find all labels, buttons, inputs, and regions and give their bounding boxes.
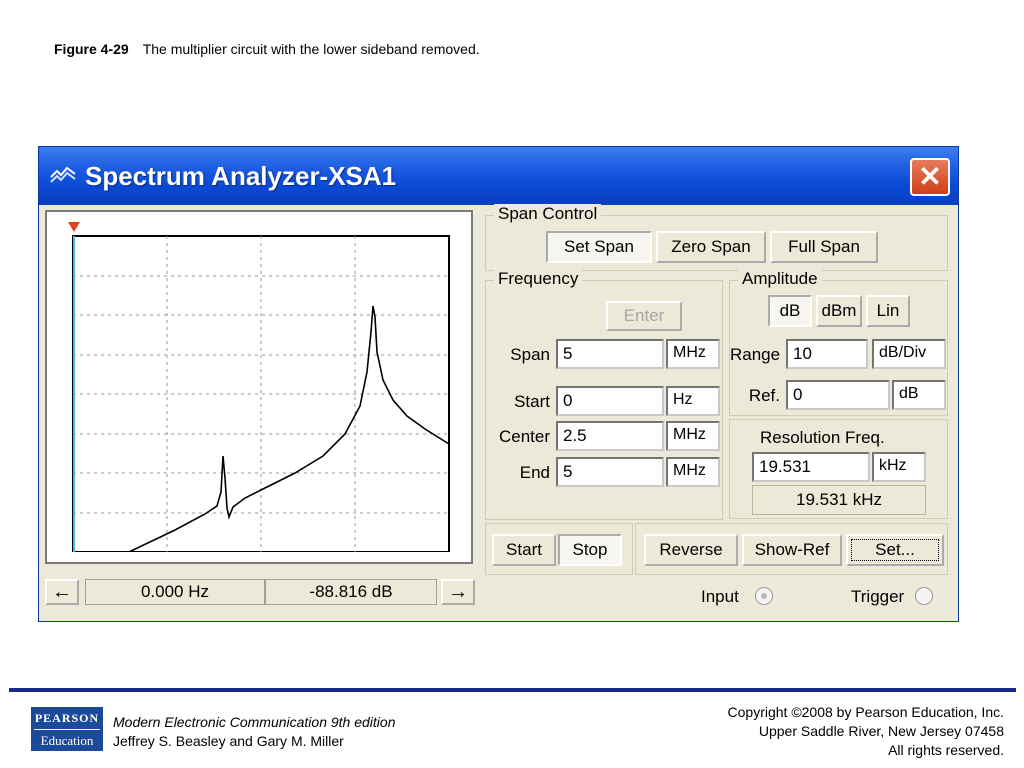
copyright-line-3: All rights reserved.: [888, 742, 1004, 758]
arrow-right-icon: →: [448, 580, 468, 603]
logo-bottom-text: Education: [40, 733, 94, 748]
cursor-level-readout: -88.816 dB: [265, 579, 437, 605]
resolution-input[interactable]: 19.531: [752, 452, 870, 482]
start-unit-select[interactable]: Hz: [666, 386, 720, 416]
input-label: Input: [701, 587, 739, 606]
amplitude-label: Amplitude: [738, 269, 822, 289]
arrow-left-icon: ←: [52, 580, 72, 603]
show-ref-button[interactable]: Show-Ref: [742, 534, 842, 566]
spectrum-trace: [128, 305, 450, 552]
set-span-button[interactable]: Set Span: [546, 231, 652, 263]
resolution-label: Resolution Freq.: [760, 428, 885, 447]
spectrum-analyzer-icon: [49, 165, 77, 191]
trigger-radio[interactable]: [915, 587, 933, 605]
display-group: Reverse Show-Ref Set...: [635, 523, 948, 575]
spectrum-analyzer-window: Spectrum Analyzer-XSA1 ✕: [38, 146, 959, 622]
center-label: Center: [498, 427, 550, 446]
copyright-notice: Copyright ©2008 by Pearson Education, In…: [728, 703, 1004, 760]
full-span-button[interactable]: Full Span: [770, 231, 878, 263]
title-bar[interactable]: Spectrum Analyzer-XSA1 ✕: [39, 147, 958, 205]
resolution-readout: 19.531 kHz: [752, 485, 926, 515]
cursor-right-button[interactable]: →: [441, 579, 475, 605]
pearson-logo: PEARSON Education: [31, 707, 103, 751]
range-label: Range: [730, 345, 781, 364]
lin-button[interactable]: Lin: [866, 295, 910, 327]
dbm-button[interactable]: dBm: [816, 295, 862, 327]
plot-border: [72, 235, 450, 552]
start-button[interactable]: Start: [492, 534, 556, 566]
cursor-readout-bar: ← 0.000 Hz -88.816 dB →: [45, 577, 475, 607]
center-unit-select[interactable]: MHz: [666, 421, 720, 451]
frequency-label: Frequency: [494, 269, 583, 289]
span-label: Span: [510, 345, 550, 364]
run-group: Start Stop: [485, 523, 633, 575]
cursor-left-button[interactable]: ←: [45, 579, 79, 605]
end-unit-select[interactable]: MHz: [666, 457, 720, 487]
set-button[interactable]: Set...: [846, 534, 944, 566]
copyright-line-1: Copyright ©2008 by Pearson Education, In…: [727, 704, 1004, 720]
span-input[interactable]: 5: [556, 339, 664, 369]
span-control-group: Span Control Set Span Zero Span Full Spa…: [485, 204, 948, 271]
figure-caption: Figure 4-29 The multiplier circuit with t…: [54, 41, 480, 57]
range-input[interactable]: 10: [786, 339, 868, 369]
input-radio[interactable]: [755, 587, 773, 605]
ref-input[interactable]: 0: [786, 380, 890, 410]
zero-span-button[interactable]: Zero Span: [656, 231, 766, 263]
reverse-button[interactable]: Reverse: [644, 534, 738, 566]
close-icon: ✕: [918, 161, 942, 192]
span-unit-select[interactable]: MHz: [666, 339, 720, 369]
spectrum-display: [45, 210, 473, 564]
span-control-label: Span Control: [494, 204, 602, 224]
book-authors: Jeffrey S. Beasley and Gary M. Miller: [113, 733, 344, 749]
cursor-frequency-readout: 0.000 Hz: [85, 579, 265, 605]
ref-label: Ref.: [748, 386, 780, 405]
amplitude-group: Amplitude dB dBm Lin Range 10 dB/Div Ref…: [729, 269, 948, 416]
footer-divider: [9, 688, 1016, 692]
resolution-unit-select[interactable]: kHz: [872, 452, 926, 482]
logo-top-text: PEARSON: [34, 707, 100, 730]
end-label: End: [519, 463, 550, 482]
center-input[interactable]: 2.5: [556, 421, 664, 451]
range-unit-select[interactable]: dB/Div: [872, 339, 946, 369]
trigger-label: Trigger: [851, 587, 905, 606]
figure-caption-text: The multiplier circuit with the lower si…: [142, 41, 480, 57]
ref-unit-select[interactable]: dB: [892, 380, 946, 410]
start-input[interactable]: 0: [556, 386, 664, 416]
start-label: Start: [514, 392, 550, 411]
frequency-group: Frequency Enter Span 5 MHz Start 0 Hz Ce…: [485, 269, 723, 520]
close-button[interactable]: ✕: [910, 158, 950, 196]
book-title: Modern Electronic Communication 9th edit…: [113, 714, 396, 730]
db-button[interactable]: dB: [768, 295, 812, 327]
resolution-group: Resolution Freq. 19.531 kHz 19.531 kHz: [729, 419, 948, 519]
spectrum-plot[interactable]: [55, 222, 463, 552]
figure-number: Figure 4-29: [54, 41, 129, 57]
book-credit: Modern Electronic Communication 9th edit…: [113, 713, 395, 751]
stop-button[interactable]: Stop: [558, 534, 622, 566]
enter-button[interactable]: Enter: [606, 301, 682, 331]
copyright-line-2: Upper Saddle River, New Jersey 07458: [758, 723, 1004, 739]
cursor-marker: [68, 222, 80, 232]
window-title: Spectrum Analyzer-XSA1: [85, 161, 397, 191]
end-input[interactable]: 5: [556, 457, 664, 487]
